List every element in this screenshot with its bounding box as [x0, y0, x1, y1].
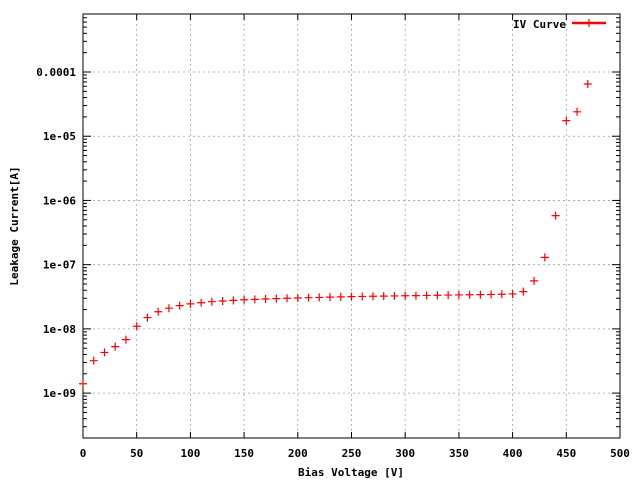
data-point	[175, 301, 184, 310]
x-tick-label: 0	[80, 447, 87, 460]
y-tick-label: 1e-05	[43, 130, 76, 143]
x-axis-title: Bias Voltage [V]	[298, 466, 404, 479]
data-point	[229, 296, 238, 305]
data-point	[583, 80, 592, 89]
y-tick-label: 1e-07	[43, 259, 76, 272]
y-tick-label: 1e-09	[43, 387, 76, 400]
data-point	[401, 291, 410, 300]
x-tick-label: 450	[556, 447, 576, 460]
x-tick-label: 200	[288, 447, 308, 460]
data-point	[261, 295, 270, 303]
data-point	[293, 293, 302, 302]
data-point	[519, 287, 528, 296]
data-point	[154, 307, 163, 316]
data-point	[422, 291, 431, 300]
data-points	[79, 80, 592, 388]
data-point	[250, 295, 259, 304]
data-point	[240, 295, 249, 304]
data-point	[164, 304, 173, 313]
data-point	[379, 292, 388, 301]
y-tick-label: 1e-06	[43, 194, 76, 207]
grid-lines	[83, 14, 620, 438]
data-point	[218, 296, 227, 305]
x-tick-label: 350	[449, 447, 469, 460]
data-point	[197, 298, 206, 307]
y-tick-labels: 1e-09 1e-08 1e-07 1e-06 1e-05 0.0001	[36, 66, 76, 400]
data-point	[465, 290, 474, 299]
data-point	[368, 292, 377, 301]
x-tick-label: 100	[180, 447, 200, 460]
data-point	[121, 335, 130, 344]
axis-ticks	[82, 14, 621, 438]
data-point	[573, 107, 582, 116]
y-tick-label: 1e-08	[43, 323, 76, 336]
data-point	[508, 289, 517, 298]
data-point	[79, 379, 87, 388]
data-point	[497, 290, 506, 299]
x-tick-label: 300	[395, 447, 415, 460]
data-point	[111, 342, 120, 351]
data-point	[100, 348, 109, 357]
data-point	[326, 293, 335, 302]
data-point	[476, 290, 485, 299]
data-point	[487, 290, 496, 299]
y-tick-label: 0.0001	[36, 66, 76, 79]
data-point	[186, 299, 195, 308]
data-point	[411, 291, 420, 300]
data-point	[433, 291, 442, 300]
x-tick-label: 150	[234, 447, 254, 460]
data-point	[347, 292, 356, 301]
data-point	[132, 322, 141, 331]
x-tick-labels: 0 50 100 150 200 250 300 350 400 450 500	[80, 447, 630, 460]
y-axis-title: Leakage Current[A]	[8, 166, 21, 285]
x-tick-label: 400	[503, 447, 523, 460]
x-tick-label: 250	[342, 447, 362, 460]
data-point	[390, 291, 399, 300]
data-point	[272, 294, 281, 303]
data-point	[551, 211, 560, 220]
x-tick-label: 50	[130, 447, 143, 460]
data-point	[530, 276, 539, 285]
legend-swatch-marker	[585, 19, 593, 27]
data-point	[562, 116, 571, 125]
legend: IV Curve	[513, 18, 606, 31]
data-point	[304, 293, 313, 302]
x-tick-label: 500	[610, 447, 630, 460]
data-point	[89, 356, 98, 365]
legend-label: IV Curve	[513, 18, 566, 31]
data-point	[540, 253, 549, 262]
data-point	[336, 292, 345, 301]
data-point	[315, 293, 324, 302]
data-point	[283, 294, 292, 303]
data-point	[143, 313, 152, 322]
data-point	[444, 291, 453, 300]
data-point	[358, 292, 367, 301]
data-point	[454, 290, 463, 299]
data-point	[207, 297, 216, 306]
